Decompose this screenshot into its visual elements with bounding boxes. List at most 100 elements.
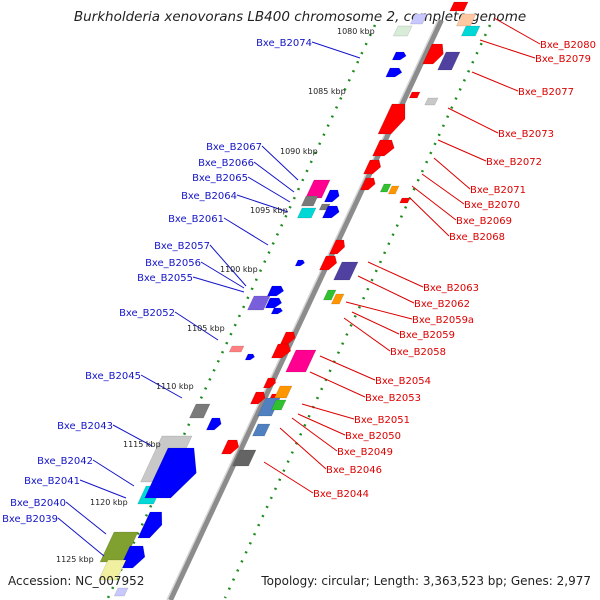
gene-label-right[interactable]: Bxe_B2059a (412, 315, 474, 326)
gene-arrow (322, 205, 340, 219)
gene-label-left[interactable]: Bxe_B2045 (85, 371, 141, 382)
gene-label-left[interactable]: Bxe_B2067 (206, 142, 262, 153)
gene-arrow (333, 261, 359, 281)
tick-label: 1115 kbp (123, 440, 161, 449)
gene-features (98, 1, 481, 597)
gene-label-left[interactable]: Bxe_B2055 (137, 273, 193, 284)
gene-arrow (113, 587, 129, 597)
leader-line (421, 173, 465, 205)
gene-arrow (372, 139, 395, 157)
gene-label-left[interactable]: Bxe_B2064 (181, 191, 237, 202)
gene-arrow (379, 183, 392, 193)
leader-line (367, 261, 424, 288)
gene-label-right[interactable]: Bxe_B2059 (399, 330, 455, 341)
leader-line (297, 413, 346, 436)
gene-label-right[interactable]: Bxe_B2073 (498, 129, 554, 140)
gene-label-left[interactable]: Bxe_B2066 (198, 158, 254, 169)
outer-dotted-ring-right (223, 24, 492, 599)
tick-label: 1095 kbp (250, 206, 288, 215)
leader-line (279, 427, 327, 470)
gene-arrow (322, 289, 337, 301)
gene-label-right[interactable]: Bxe_B2049 (337, 447, 393, 458)
gene-arrow (424, 97, 439, 106)
leader-line (357, 275, 415, 304)
gene-label-left[interactable]: Bxe_B2042 (37, 456, 93, 467)
tick-label: 1100 kbp (220, 265, 258, 274)
gene-arrow (262, 377, 276, 389)
gene-arrow (221, 439, 240, 455)
gene-arrow (422, 43, 444, 65)
tick-label: 1110 kbp (156, 382, 194, 391)
leader-line (433, 157, 471, 190)
gene-arrow (391, 51, 407, 61)
gene-label-left[interactable]: Bxe_B2041 (24, 476, 80, 487)
gene-arrow (270, 307, 283, 315)
gene-label-right[interactable]: Bxe_B2053 (365, 393, 421, 404)
gene-label-left[interactable]: Bxe_B2040 (10, 498, 66, 509)
gene-arrow (189, 403, 211, 419)
tick-label: 1080 kbp (337, 27, 375, 36)
gene-arrow (392, 25, 413, 37)
gene-arrow (264, 297, 283, 309)
gene-label-right[interactable]: Bxe_B2068 (449, 232, 505, 243)
leader-line (140, 374, 183, 399)
leader-line (174, 311, 219, 341)
leader-line (223, 217, 269, 246)
gene-arrow (232, 449, 257, 467)
gene-label-right[interactable]: Bxe_B2080 (540, 40, 596, 51)
gene-label-left[interactable]: Bxe_B2052 (119, 308, 175, 319)
gene-arrow (228, 345, 245, 353)
leader-line (311, 41, 361, 59)
gene-label-left[interactable]: Bxe_B2056 (145, 258, 201, 269)
leader-line (253, 161, 295, 193)
gene-arrow (274, 385, 293, 399)
gene-label-right[interactable]: Bxe_B2077 (518, 87, 574, 98)
leader-line (112, 424, 153, 447)
gene-label-right[interactable]: Bxe_B2044 (313, 489, 369, 500)
leader-line (209, 244, 247, 287)
gene-arrow (387, 185, 400, 195)
leader-line (409, 197, 450, 237)
gene-label-right[interactable]: Bxe_B2072 (486, 157, 542, 168)
gene-arrow (363, 159, 382, 175)
gene-label-left[interactable]: Bxe_B2065 (192, 173, 248, 184)
gene-arrow (280, 331, 296, 345)
gene-label-right[interactable]: Bxe_B2071 (470, 185, 526, 196)
leader-line (471, 71, 519, 92)
gene-label-left[interactable]: Bxe_B2039 (2, 514, 58, 525)
gene-label-right[interactable]: Bxe_B2079 (535, 54, 591, 65)
gene-arrow (270, 399, 287, 411)
gene-label-right[interactable]: Bxe_B2058 (390, 347, 446, 358)
gene-label-left[interactable]: Bxe_B2061 (168, 214, 224, 225)
leader-line (411, 185, 457, 221)
gene-label-right[interactable]: Bxe_B2046 (326, 465, 382, 476)
leader-line (247, 176, 291, 203)
position-tick-labels: 1080 kbp 1085 kbp 1090 kbp 1095 kbp 1100… (56, 27, 375, 564)
tick-label: 1090 kbp (280, 147, 318, 156)
gene-arrow (285, 349, 317, 373)
leader-line (351, 311, 400, 335)
gene-label-right[interactable]: Bxe_B2070 (464, 200, 520, 211)
gene-label-right[interactable]: Bxe_B2062 (414, 299, 470, 310)
gene-label-right[interactable]: Bxe_B2069 (456, 216, 512, 227)
tick-label: 1105 kbp (187, 324, 225, 333)
leader-line (493, 17, 541, 45)
gene-arrow (399, 197, 411, 204)
gene-labels: Bxe_B2074 Bxe_B2067 Bxe_B2066 Bxe_B2065 Bxe_… (2, 38, 596, 525)
leader-line (447, 107, 499, 134)
gene-label-right[interactable]: Bxe_B2054 (375, 376, 431, 387)
gene-arrow (294, 259, 305, 267)
leader-line (65, 501, 107, 535)
gene-arrow (456, 13, 477, 27)
leader-line (263, 461, 314, 494)
gene-label-right[interactable]: Bxe_B2051 (354, 415, 410, 426)
gene-label-right[interactable]: Bxe_B2050 (345, 431, 401, 442)
gene-label-left[interactable]: Bxe_B2043 (57, 421, 113, 432)
leader-line (79, 479, 127, 499)
gene-label-right[interactable]: Bxe_B2063 (423, 283, 479, 294)
gene-arrow (385, 67, 403, 78)
gene-label-left[interactable]: Bxe_B2057 (154, 241, 210, 252)
gene-label-left[interactable]: Bxe_B2074 (256, 38, 312, 49)
